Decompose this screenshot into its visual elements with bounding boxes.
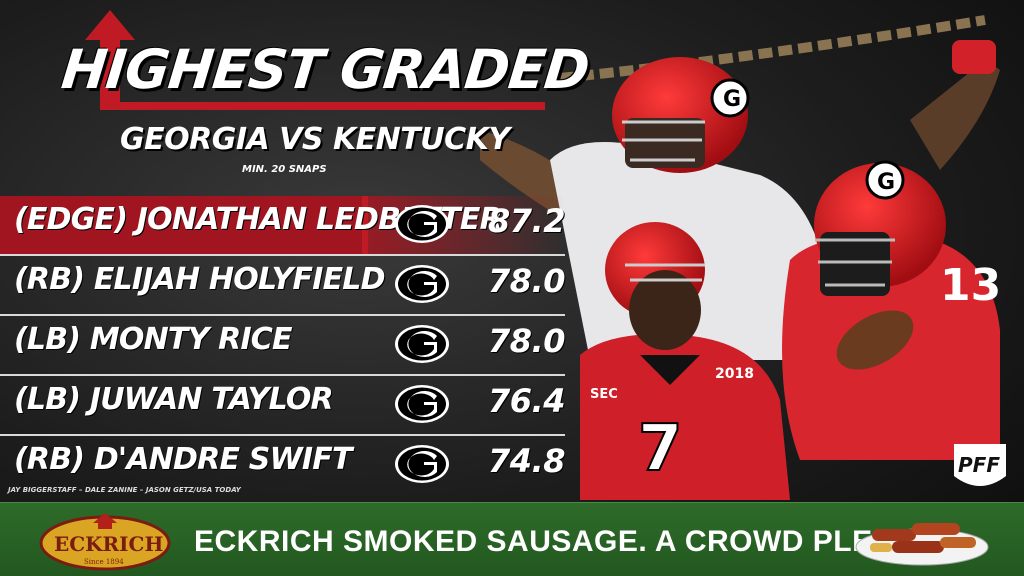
eckrich-logo-icon: ECKRICH Since 1894 bbox=[39, 513, 171, 571]
title-block: HIGHEST GRADED bbox=[40, 10, 592, 122]
georgia-g-logo-icon bbox=[395, 205, 449, 243]
player-grade: 76.4 bbox=[488, 382, 565, 420]
pff-logo-icon: PFF bbox=[954, 444, 1006, 486]
player-name: (LB) MONTY RICE bbox=[14, 322, 293, 357]
player-name: (RB) D'ANDRE SWIFT bbox=[14, 442, 352, 477]
table-row: (EDGE) JONATHAN LEDBETTER 87.2 bbox=[0, 196, 565, 256]
player-swift: 7 2018 SEC bbox=[580, 222, 790, 500]
georgia-g-logo-icon bbox=[395, 325, 449, 363]
player-name: (RB) ELIJAH HOLYFIELD bbox=[14, 262, 385, 297]
row-highlight bbox=[0, 196, 368, 254]
page-title: HIGHEST GRADED bbox=[58, 38, 592, 101]
table-row: (RB) D'ANDRE SWIFT 74.8 bbox=[0, 436, 565, 494]
svg-text:2018: 2018 bbox=[715, 366, 754, 382]
glove bbox=[952, 40, 996, 74]
player-grade: 78.0 bbox=[488, 322, 565, 360]
player-photos: G G 13 7 2018 SEC bbox=[480, 15, 1001, 500]
player-grade: 74.8 bbox=[488, 442, 565, 480]
table-row: (RB) ELIJAH HOLYFIELD 78.0 bbox=[0, 256, 565, 316]
photo-credit: JAY BIGGERSTAFF – DALE ZANINE – JASON GE… bbox=[8, 486, 241, 494]
min-snaps-note: MIN. 20 SNAPS bbox=[242, 164, 327, 175]
svg-text:SEC: SEC bbox=[590, 387, 618, 402]
georgia-g-logo-icon bbox=[395, 385, 449, 423]
georgia-g-logo-icon bbox=[395, 445, 449, 483]
matchup-subtitle: GEORGIA VS KENTUCKY bbox=[120, 122, 510, 157]
svg-text:ECKRICH: ECKRICH bbox=[54, 532, 163, 556]
sausage-plate-image bbox=[855, 523, 989, 566]
svg-text:13: 13 bbox=[940, 260, 1001, 311]
player-name: (LB) JUWAN TAYLOR bbox=[14, 382, 334, 417]
svg-text:PFF: PFF bbox=[958, 453, 1000, 477]
sponsor-banner[interactable]: ECKRICH Since 1894 ECKRICH SMOKED SAUSAG… bbox=[0, 502, 1024, 576]
table-row: (LB) MONTY RICE 78.0 bbox=[0, 316, 565, 376]
chain-graphic bbox=[559, 15, 986, 83]
svg-text:G: G bbox=[877, 170, 895, 195]
player-holyfield: G 13 bbox=[782, 160, 1001, 460]
sponsor-tagline: ECKRICH SMOKED SAUSAGE. A CROWD PLEASER. bbox=[194, 525, 967, 558]
svg-text:7: 7 bbox=[638, 412, 683, 486]
table-row: (LB) JUWAN TAYLOR 76.4 bbox=[0, 376, 565, 436]
football bbox=[836, 310, 914, 370]
svg-text:G: G bbox=[723, 87, 741, 112]
player-grade: 87.2 bbox=[488, 202, 565, 240]
player-grade: 78.0 bbox=[488, 262, 565, 300]
georgia-g-logo-icon bbox=[395, 265, 449, 303]
grades-table: (EDGE) JONATHAN LEDBETTER 87.2 (RB) ELIJ… bbox=[0, 196, 565, 494]
svg-text:Since 1894: Since 1894 bbox=[84, 558, 124, 566]
